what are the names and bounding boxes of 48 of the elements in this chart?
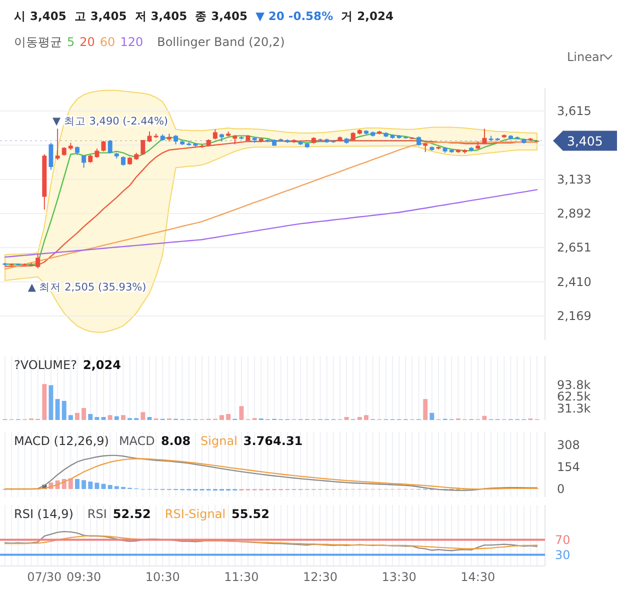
x-tick-label: 13:30	[382, 570, 416, 584]
text: 종 3,405	[195, 9, 248, 23]
annotation: 2,024	[83, 358, 121, 372]
annotation: 3.764.31	[243, 434, 303, 448]
x-tick-label: 11:30	[224, 570, 259, 584]
text: 20	[80, 35, 95, 49]
annotation: 8.08	[160, 434, 191, 448]
y-tick-label: 93.8k	[557, 378, 591, 392]
series-label: MACD	[118, 434, 155, 448]
y-tick-label: 31.3k	[557, 401, 591, 416]
y-tick-label: 3,133	[557, 172, 592, 186]
text: 120	[120, 35, 144, 49]
text: 시 3,405	[14, 9, 66, 23]
y-tick-label: 2,651	[557, 240, 592, 255]
text: 고 3,405	[74, 9, 127, 23]
ref-line-label: 70	[555, 532, 570, 547]
chart-title: RSI (14,9)	[14, 507, 74, 521]
text: 저 3,405	[134, 9, 188, 23]
y-tick-label: 308	[557, 438, 580, 452]
ref-line-label: 3,405	[567, 133, 603, 148]
text: 5	[67, 35, 75, 49]
y-tick-label: 3,615	[557, 104, 592, 118]
ref-line-label: 30	[555, 548, 570, 562]
y-tick-label: 0	[557, 482, 565, 496]
annotation: 52.52	[112, 507, 151, 521]
y-tick-label: 2,410	[557, 274, 592, 289]
series-label: Signal	[200, 434, 238, 448]
x-tick-label: 10:30	[145, 570, 180, 584]
chart-title: ?VOLUME?	[14, 358, 77, 372]
annotation: 55.52	[232, 507, 270, 521]
annotation: ▼ 최고 3,490 (-2.44%)	[52, 116, 168, 128]
y-tick-label: 2,892	[557, 206, 592, 221]
text: 60	[100, 35, 116, 49]
series-label: RSI-Signal	[164, 507, 226, 521]
text: ▼ 20 -0.58%	[256, 9, 334, 23]
x-tick-label: 12:30	[302, 570, 338, 584]
text: 거 2,024	[341, 9, 394, 23]
text: Linear	[567, 50, 604, 64]
series-label: RSI	[87, 507, 107, 521]
text: Bollinger Band (20,2)	[157, 35, 285, 49]
legend-title: 이동평균	[14, 35, 62, 49]
y-tick-label: 62.5k	[557, 390, 591, 404]
y-tick-label: 154	[557, 460, 580, 474]
y-tick-label: 2,169	[557, 309, 592, 324]
x-tick-label: 09:30	[66, 570, 102, 584]
x-tick-label: 07/30	[27, 570, 62, 584]
x-tick-label: 14:30	[460, 570, 496, 584]
chart-title: MACD (12,26,9)	[14, 434, 109, 448]
